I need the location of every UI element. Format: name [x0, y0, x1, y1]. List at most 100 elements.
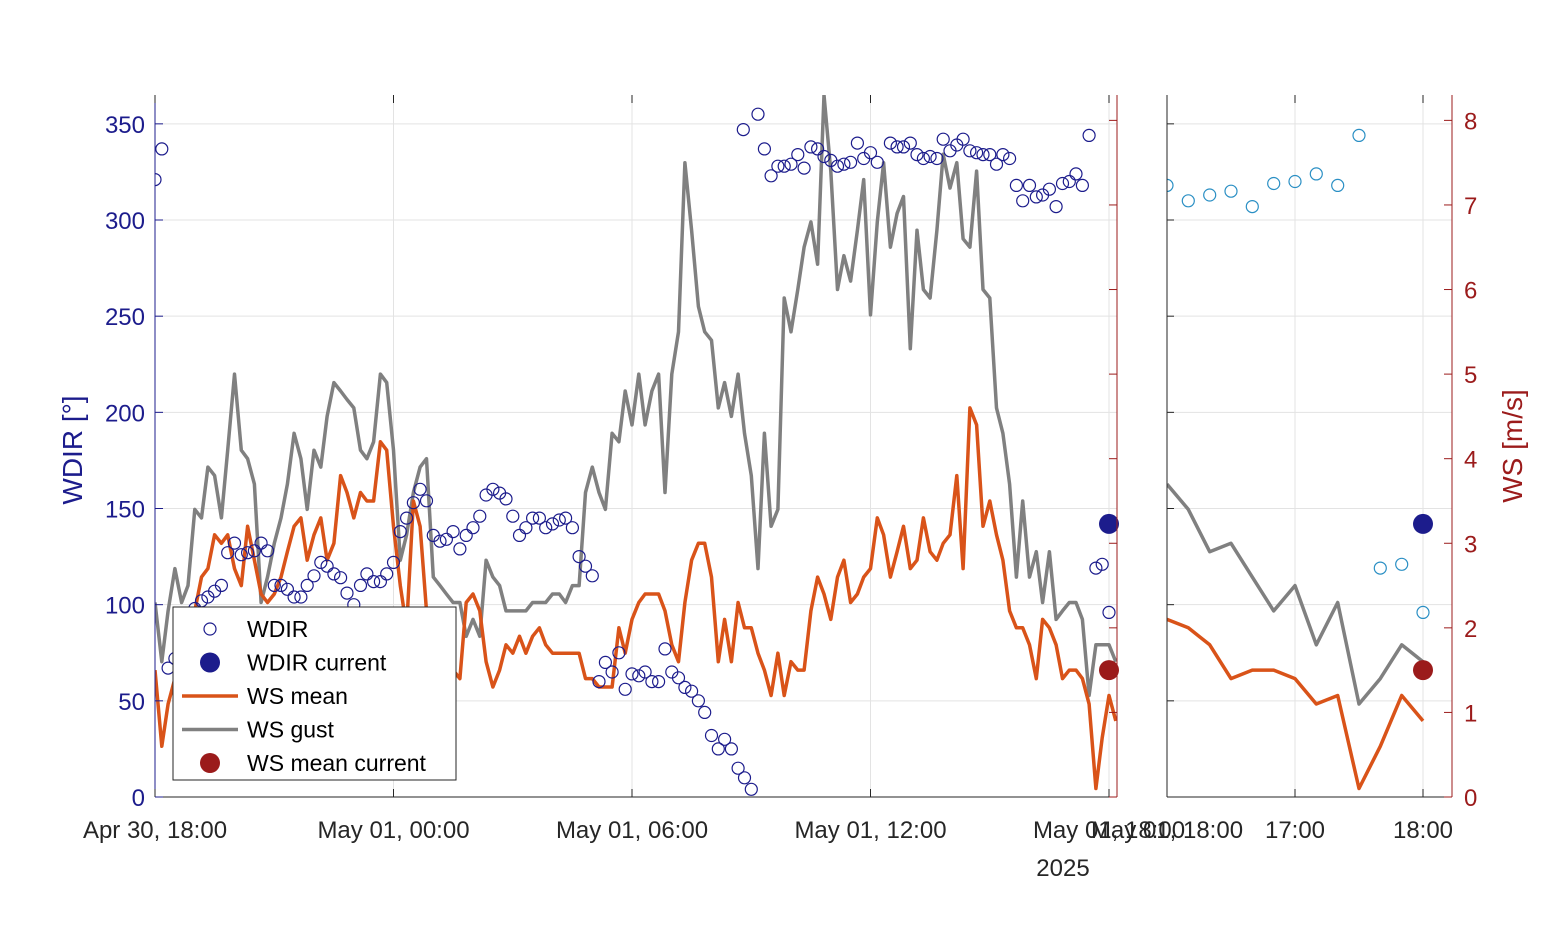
- wdir-point: [1331, 178, 1345, 192]
- wdir-point: [711, 742, 725, 756]
- legend-entry: WS mean: [182, 683, 348, 709]
- wdir-point: [724, 742, 739, 756]
- wdir-point: [367, 574, 381, 589]
- wdir-point: [843, 155, 858, 169]
- wdir-point: [1373, 561, 1387, 575]
- wdir-point: [260, 544, 275, 558]
- wdir-point: [737, 771, 752, 785]
- wdir-point: [320, 559, 334, 573]
- y-left-axis-title: WDIR [°]: [57, 395, 88, 504]
- wdir-point: [340, 586, 354, 600]
- legend-entry: WDIR: [203, 616, 308, 642]
- wdir-point: [380, 567, 394, 581]
- wdir-point: [751, 107, 765, 121]
- wdir-point: [983, 148, 997, 162]
- wdir-point: [638, 665, 652, 679]
- wdir-point: [1042, 182, 1057, 196]
- wdir-point: [1416, 605, 1430, 620]
- wdir-point: [400, 511, 414, 525]
- wdir-point: [459, 528, 473, 543]
- legend-entry-label: WS mean current: [247, 750, 427, 776]
- wdir-point: [439, 532, 453, 546]
- wdir-point: [280, 582, 294, 596]
- wdir-point: [757, 142, 772, 156]
- y-right-tick-label: 7: [1464, 193, 1477, 220]
- ws-mean-line: [155, 406, 1117, 791]
- wdir-point: [565, 521, 580, 535]
- wdir-point: [1009, 178, 1024, 192]
- wdir-point: [234, 548, 248, 562]
- wdir-point: [1288, 174, 1302, 189]
- y-right-tick-label: 2: [1464, 616, 1477, 643]
- y-left-tick-label: 0: [132, 785, 145, 812]
- wdir-current-point: [1099, 513, 1119, 534]
- wdir-point: [605, 665, 619, 679]
- wdir-point: [837, 157, 851, 171]
- wdir-point: [903, 136, 917, 150]
- wdir-point: [1352, 128, 1366, 142]
- wdir-point: [227, 536, 242, 550]
- wdir-point: [916, 151, 931, 166]
- wdir-point: [598, 655, 613, 670]
- legend-entry-label: WDIR current: [247, 650, 387, 676]
- wdir-point: [684, 684, 699, 698]
- wdir-point: [1181, 194, 1195, 208]
- wdir-point: [294, 590, 308, 604]
- wdir-point: [989, 157, 1004, 171]
- legend-box: [172, 606, 457, 781]
- wdir-point: [731, 761, 745, 775]
- wdir-point: [572, 549, 586, 564]
- wdir-point: [334, 571, 348, 585]
- wdir-point: [890, 140, 904, 154]
- wdir-point: [698, 705, 712, 720]
- wdir-point: [287, 590, 301, 604]
- wdir-point: [883, 136, 898, 150]
- wdir-point: [155, 173, 162, 187]
- y-right-tick-label: 4: [1464, 447, 1477, 474]
- wdir-point: [393, 524, 407, 539]
- wdir-point: [506, 509, 520, 523]
- wdir-point: [736, 123, 750, 137]
- wdir-point: [519, 521, 533, 535]
- wdir-point: [612, 646, 626, 660]
- wdir-point: [254, 536, 268, 550]
- legend-wdir-symbol: [203, 622, 217, 636]
- wdir-point: [963, 144, 977, 158]
- wdir-point: [870, 155, 884, 169]
- legend-entry-label: WS gust: [247, 717, 335, 743]
- wdir-point: [552, 513, 566, 527]
- y-right-tick-label: 8: [1464, 108, 1477, 135]
- wdir-point: [386, 555, 401, 570]
- plot-area: [1167, 128, 1430, 791]
- wdir-point: [314, 555, 328, 570]
- y-left-tick-label: 150: [105, 497, 145, 524]
- y-left-tick-label: 350: [105, 112, 145, 139]
- x-tick-label: May 01, 18:00: [1091, 817, 1243, 844]
- wdir-point: [1203, 188, 1217, 202]
- wdir-point: [413, 482, 427, 496]
- legend-entry: WS gust: [182, 717, 335, 743]
- wdir-point: [406, 496, 420, 510]
- wdir-point: [645, 674, 659, 689]
- y-left-tick-label: 50: [118, 689, 145, 716]
- wdir-point: [704, 728, 719, 743]
- wdir-point: [1395, 557, 1409, 571]
- ws-mean-line: [1167, 617, 1425, 791]
- ws-gust-line: [1167, 482, 1425, 706]
- legend-entry-label: WS mean: [247, 683, 348, 709]
- wdir-point: [678, 680, 692, 695]
- wdir-point: [1016, 194, 1030, 208]
- wdir-point: [545, 517, 560, 531]
- wdir-point: [532, 511, 547, 525]
- legend: WDIR WDIR current WS mean WS gust WS mean cu…: [172, 606, 457, 781]
- wdir-point: [764, 169, 778, 183]
- wdir-point: [744, 782, 758, 796]
- y-left-tick-label: 250: [105, 304, 145, 331]
- wdir-point: [1167, 178, 1174, 192]
- wdir-point: [419, 494, 434, 508]
- wdir-point: [996, 148, 1010, 162]
- wdir-point: [771, 159, 785, 173]
- x-tick-label: May 01, 00:00: [317, 817, 469, 844]
- wdir-point: [632, 669, 646, 683]
